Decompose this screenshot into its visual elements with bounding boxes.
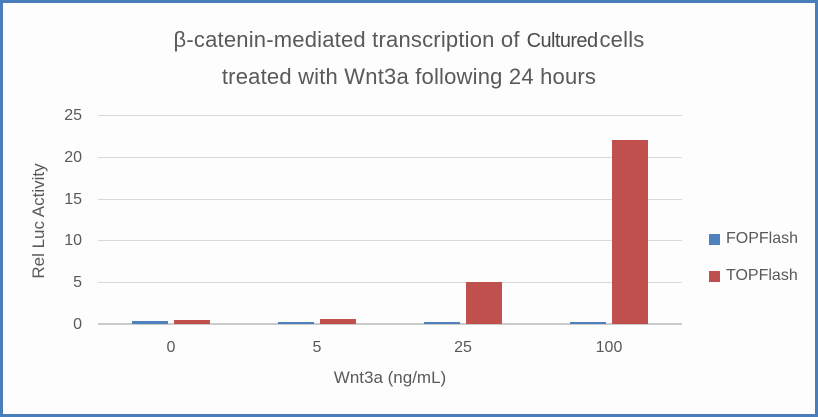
gridline	[98, 115, 682, 116]
x-axis-line	[98, 323, 682, 325]
y-tick-label: 0	[73, 316, 82, 333]
y-tick-label: 10	[64, 232, 82, 250]
x-axis-title: Wnt3a (ng/mL)	[333, 368, 447, 387]
legend-item-topflash: TOPFlash	[709, 267, 798, 285]
gridline	[98, 156, 682, 158]
y-tick-label: 5	[73, 274, 82, 292]
bar-fopflash-0	[132, 320, 168, 324]
gridline	[98, 282, 682, 284]
bar-topflash-100	[612, 140, 648, 324]
chart-title-line1: β-catenin-mediated transcription of Cultu…	[3, 22, 815, 59]
x-tick-label: 25	[454, 339, 472, 356]
legend-label-fopflash: FOPFlash	[726, 230, 799, 247]
chart-title-suffix: cells	[599, 27, 645, 52]
y-tick-label: 15	[64, 190, 82, 208]
chart-title-line2: treated with Wnt3a following 24 hours	[221, 64, 597, 89]
bar-fopflash-25	[424, 322, 460, 324]
chart-title: β-catenin-mediated transcription of Cultu…	[3, 22, 815, 94]
y-tick-label: 20	[64, 148, 82, 166]
fopflash-swatch-icon	[709, 233, 720, 245]
y-tick-label: 25	[64, 107, 82, 124]
x-tick-label: 0	[166, 339, 176, 356]
plot-area: Wnt3a (ng/mL) 0 5 10 15 20 25 0 5 25 100	[64, 107, 682, 387]
legend-item-fopflash: FOPFlash	[709, 230, 798, 248]
topflash-swatch-icon	[709, 270, 720, 282]
gridline	[98, 198, 682, 200]
bar-topflash-25	[466, 282, 502, 324]
chart-title-prefix: β-catenin-mediated transcription of	[173, 27, 520, 52]
legend-label-topflash: TOPFlash	[726, 267, 798, 284]
gridline	[98, 240, 682, 242]
bar-fopflash-100	[570, 322, 606, 324]
legend: FOPFlash TOPFlash	[709, 230, 798, 285]
bar-topflash-5	[320, 318, 356, 324]
x-tick-label: 100	[595, 339, 623, 356]
y-axis-title: Rel Luc Activity	[29, 163, 48, 279]
x-tick-label: 5	[312, 339, 322, 356]
chart-title-inserted-word: Cultured	[526, 30, 598, 52]
bar-fopflash-5	[278, 321, 314, 324]
bar-topflash-0	[174, 319, 210, 324]
